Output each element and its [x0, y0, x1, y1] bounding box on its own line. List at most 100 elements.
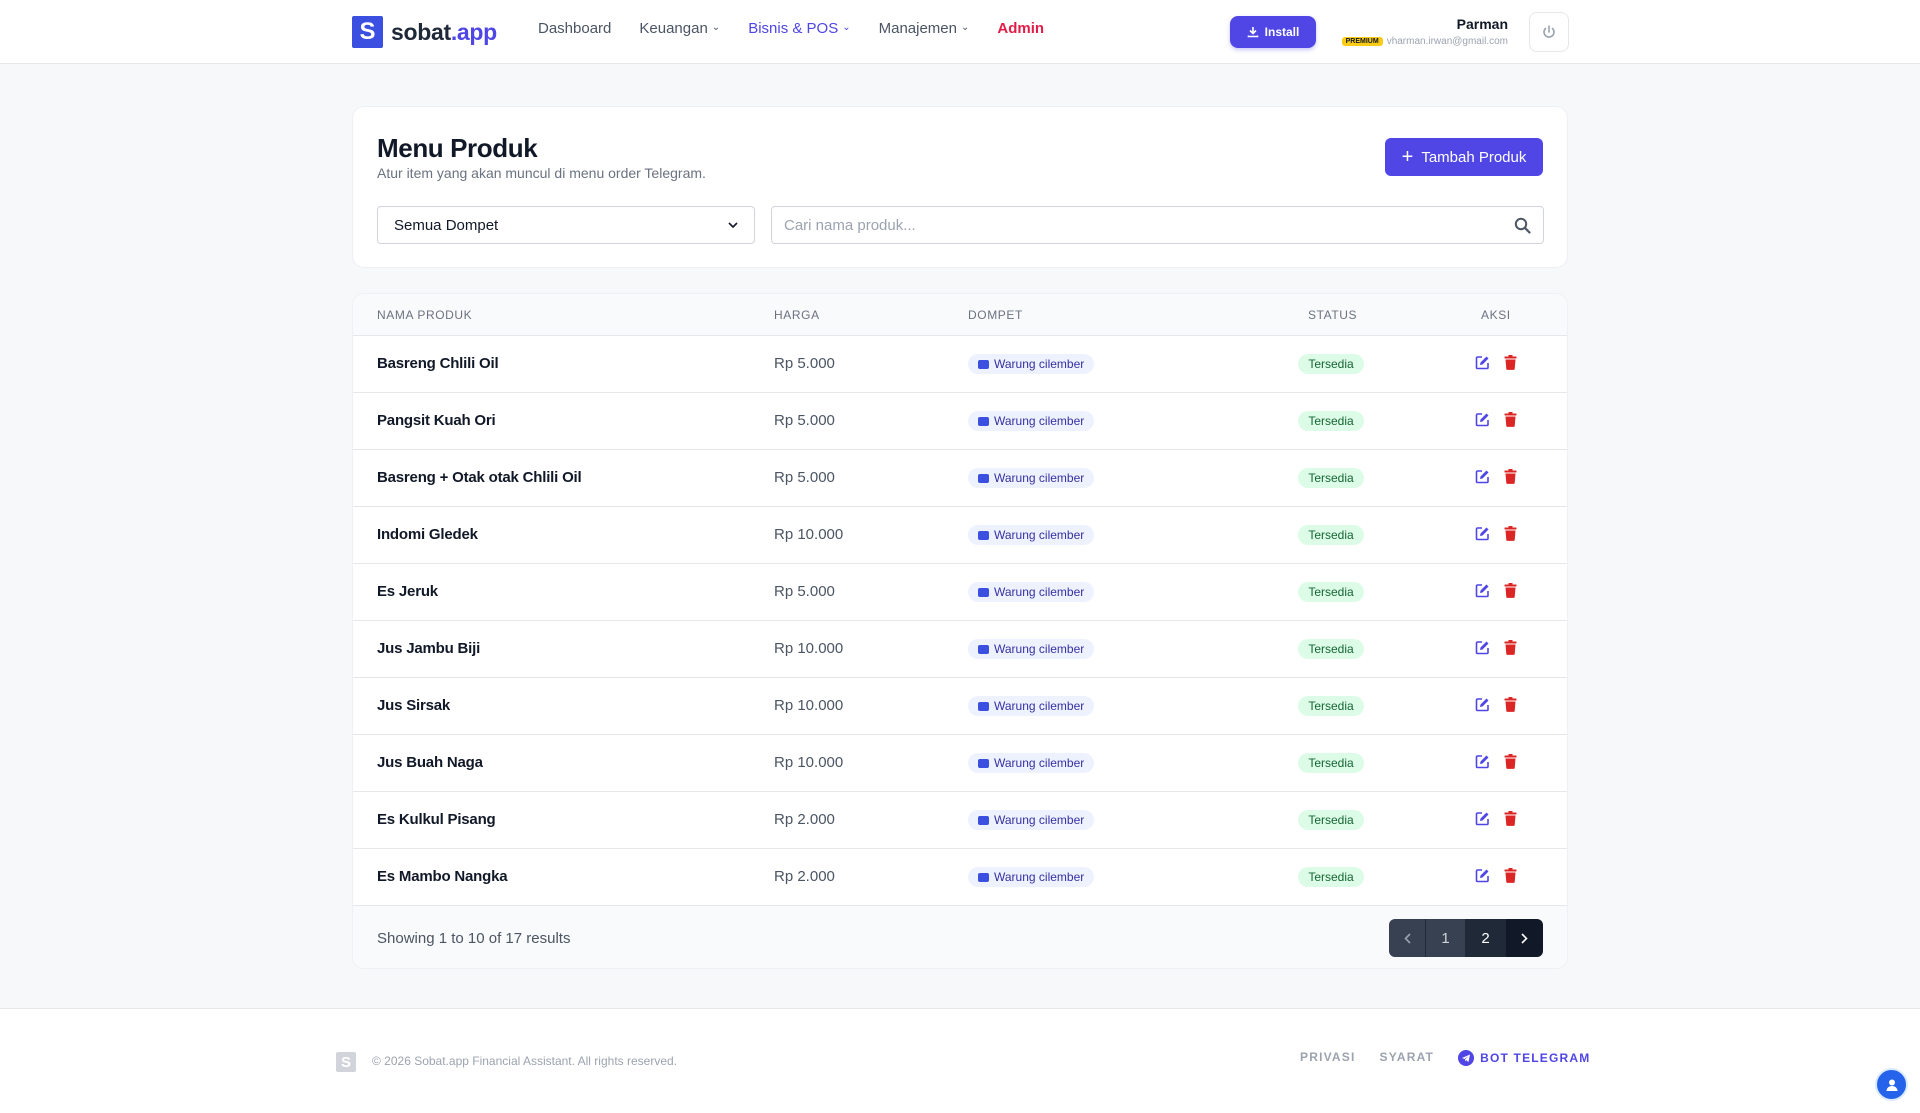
footer-link-telegram[interactable]: BOT TELEGRAM: [1458, 1050, 1590, 1066]
delete-button[interactable]: [1502, 810, 1519, 827]
nav-admin[interactable]: Admin: [997, 20, 1045, 37]
wallet-icon: [978, 473, 989, 483]
edit-button[interactable]: [1474, 696, 1491, 713]
trash-icon: [1504, 754, 1517, 769]
wallet-badge: Warung cilember: [968, 639, 1095, 659]
product-price: Rp 5.000: [774, 412, 835, 429]
delete-button[interactable]: [1502, 411, 1519, 428]
row-actions: [1474, 753, 1519, 770]
pagination-page-2[interactable]: 2: [1466, 919, 1506, 957]
trash-icon: [1504, 811, 1517, 826]
wallet-badge: Warung cilember: [968, 411, 1095, 431]
product-price: Rp 5.000: [774, 469, 835, 486]
table-row: Basreng + Otak otak Chlili Oil Rp 5.000 Wa…: [353, 450, 1567, 507]
row-actions: [1474, 867, 1519, 884]
delete-button[interactable]: [1502, 867, 1519, 884]
pagination: 1 2: [1389, 919, 1543, 957]
product-price: Rp 10.000: [774, 526, 844, 543]
table-header: NAMA PRODUK HARGA DOMPET STATUS AKSI: [353, 294, 1567, 336]
col-header-name: NAMA PRODUK: [377, 308, 473, 322]
delete-button[interactable]: [1502, 582, 1519, 599]
page-header-card: Menu Produk Atur item yang akan muncul d…: [352, 106, 1568, 268]
footer-link-privacy[interactable]: PRIVASI: [1300, 1050, 1356, 1064]
row-actions: [1474, 411, 1519, 428]
footer-link-terms[interactable]: SYARAT: [1379, 1050, 1435, 1064]
logout-button[interactable]: [1529, 12, 1569, 52]
edit-button[interactable]: [1474, 411, 1491, 428]
edit-button[interactable]: [1474, 468, 1491, 485]
edit-icon: [1475, 641, 1489, 655]
nav-bisnis-pos[interactable]: Bisnis & POS ⌄: [748, 20, 851, 37]
copyright-text: © 2026 Sobat.app Financial Assistant. Al…: [372, 1054, 678, 1068]
edit-button[interactable]: [1474, 867, 1491, 884]
wallet-icon: [978, 701, 989, 711]
chevron-down-icon: ⌄: [961, 22, 970, 33]
plus-icon: +: [1401, 146, 1414, 168]
edit-button[interactable]: [1474, 753, 1491, 770]
wallet-icon: [978, 644, 989, 654]
status-badge: Tersedia: [1298, 753, 1364, 773]
delete-button[interactable]: [1502, 354, 1519, 371]
delete-button[interactable]: [1502, 639, 1519, 656]
col-header-wallet: DOMPET: [968, 308, 1023, 322]
product-name: Es Kulkul Pisang: [377, 811, 496, 828]
row-actions: [1474, 810, 1519, 827]
download-icon: [1247, 27, 1258, 38]
edit-icon: [1475, 698, 1489, 712]
chevron-right-icon: [1521, 932, 1528, 944]
trash-icon: [1504, 412, 1517, 427]
delete-button[interactable]: [1502, 753, 1519, 770]
wallet-filter-select[interactable]: Semua Dompet: [377, 206, 755, 244]
edit-button[interactable]: [1474, 582, 1491, 599]
search-icon[interactable]: [1514, 217, 1531, 234]
chevron-left-icon: [1403, 932, 1411, 944]
table-row: Es Jeruk Rp 5.000 Warung cilember Tersedia: [353, 564, 1567, 621]
edit-button[interactable]: [1474, 354, 1491, 371]
brand-name: sobat.app: [391, 18, 497, 45]
wallet-badge: Warung cilember: [968, 582, 1095, 602]
add-product-button[interactable]: + Tambah Produk: [1385, 138, 1543, 176]
table-footer: Showing 1 to 10 of 17 results 1 2: [353, 906, 1567, 968]
power-icon: [1543, 25, 1555, 38]
pagination-prev-button[interactable]: [1389, 919, 1426, 957]
results-summary: Showing 1 to 10 of 17 results: [377, 930, 571, 947]
pagination-next-button[interactable]: [1506, 919, 1543, 957]
page-title: Menu Produk: [377, 133, 538, 163]
search-input[interactable]: [772, 207, 1543, 243]
status-badge: Tersedia: [1298, 354, 1364, 374]
logo-mark: S: [352, 16, 383, 48]
wallet-icon: [978, 416, 989, 426]
wallet-icon: [978, 815, 989, 825]
edit-button[interactable]: [1474, 525, 1491, 542]
nav-keuangan[interactable]: Keuangan ⌄: [639, 20, 721, 37]
table-row: Es Mambo Nangka Rp 2.000 Warung cilember Te…: [353, 849, 1567, 906]
nav-manajemen[interactable]: Manajemen ⌄: [878, 20, 970, 37]
delete-button[interactable]: [1502, 525, 1519, 542]
product-name: Es Jeruk: [377, 583, 438, 600]
wallet-badge: Warung cilember: [968, 354, 1095, 374]
edit-icon: [1475, 869, 1489, 883]
page-subtitle: Atur item yang akan muncul di menu order…: [377, 165, 706, 181]
status-badge: Tersedia: [1298, 525, 1364, 545]
product-name: Pangsit Kuah Ori: [377, 412, 496, 429]
brand-logo[interactable]: S sobat.app: [352, 16, 497, 48]
help-chat-button[interactable]: [1875, 1068, 1908, 1101]
user-email: vharman.irwan@gmail.com: [1386, 36, 1508, 47]
col-header-status: STATUS: [1308, 308, 1358, 322]
edit-button[interactable]: [1474, 810, 1491, 827]
trash-icon: [1504, 469, 1517, 484]
edit-button[interactable]: [1474, 639, 1491, 656]
delete-button[interactable]: [1502, 468, 1519, 485]
delete-button[interactable]: [1502, 696, 1519, 713]
install-button[interactable]: Install: [1230, 16, 1316, 48]
navbar: S sobat.app Dashboard Keuangan ⌄ Bisnis &…: [0, 0, 1920, 64]
pagination-page-1[interactable]: 1: [1426, 919, 1466, 957]
wallet-badge: Warung cilember: [968, 867, 1095, 887]
nav-dashboard[interactable]: Dashboard: [538, 20, 612, 37]
edit-icon: [1475, 584, 1489, 598]
edit-icon: [1475, 413, 1489, 427]
wallet-badge: Warung cilember: [968, 753, 1095, 773]
user-info: Parman PREMIUM vharman.irwan@gmail.com: [1326, 16, 1508, 47]
footer-logo: S: [336, 1052, 356, 1072]
product-name: Jus Buah Naga: [377, 754, 483, 771]
